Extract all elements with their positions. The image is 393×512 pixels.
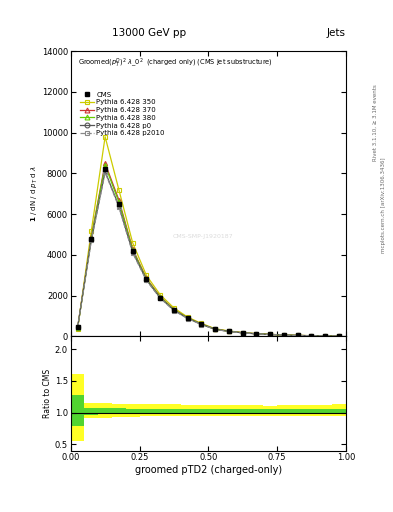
Text: mcplots.cern.ch [arXiv:1306.3436]: mcplots.cern.ch [arXiv:1306.3436] — [381, 157, 386, 252]
Text: 13000 GeV pp: 13000 GeV pp — [112, 28, 186, 38]
X-axis label: groomed pTD2 (charged-only): groomed pTD2 (charged-only) — [135, 465, 282, 475]
Text: Groomed$(p_T^D)^2$ $\lambda\_0^2$  (charged only) (CMS jet substructure): Groomed$(p_T^D)^2$ $\lambda\_0^2$ (charg… — [78, 57, 273, 70]
Legend: CMS, Pythia 6.428 350, Pythia 6.428 370, Pythia 6.428 380, Pythia 6.428 p0, Pyth: CMS, Pythia 6.428 350, Pythia 6.428 370,… — [77, 89, 168, 139]
Text: Jets: Jets — [327, 28, 346, 38]
Y-axis label: $\mathbf{1}$ / $\mathrm{d}$N / $\mathrm{d}$ $p_T$ $\mathrm{d}$ $\lambda$: $\mathbf{1}$ / $\mathrm{d}$N / $\mathrm{… — [30, 165, 40, 222]
Text: Rivet 3.1.10, ≥ 3.1M events: Rivet 3.1.10, ≥ 3.1M events — [373, 84, 378, 161]
Y-axis label: Ratio to CMS: Ratio to CMS — [43, 369, 52, 418]
Text: CMS-SMP-J1920187: CMS-SMP-J1920187 — [173, 234, 233, 239]
